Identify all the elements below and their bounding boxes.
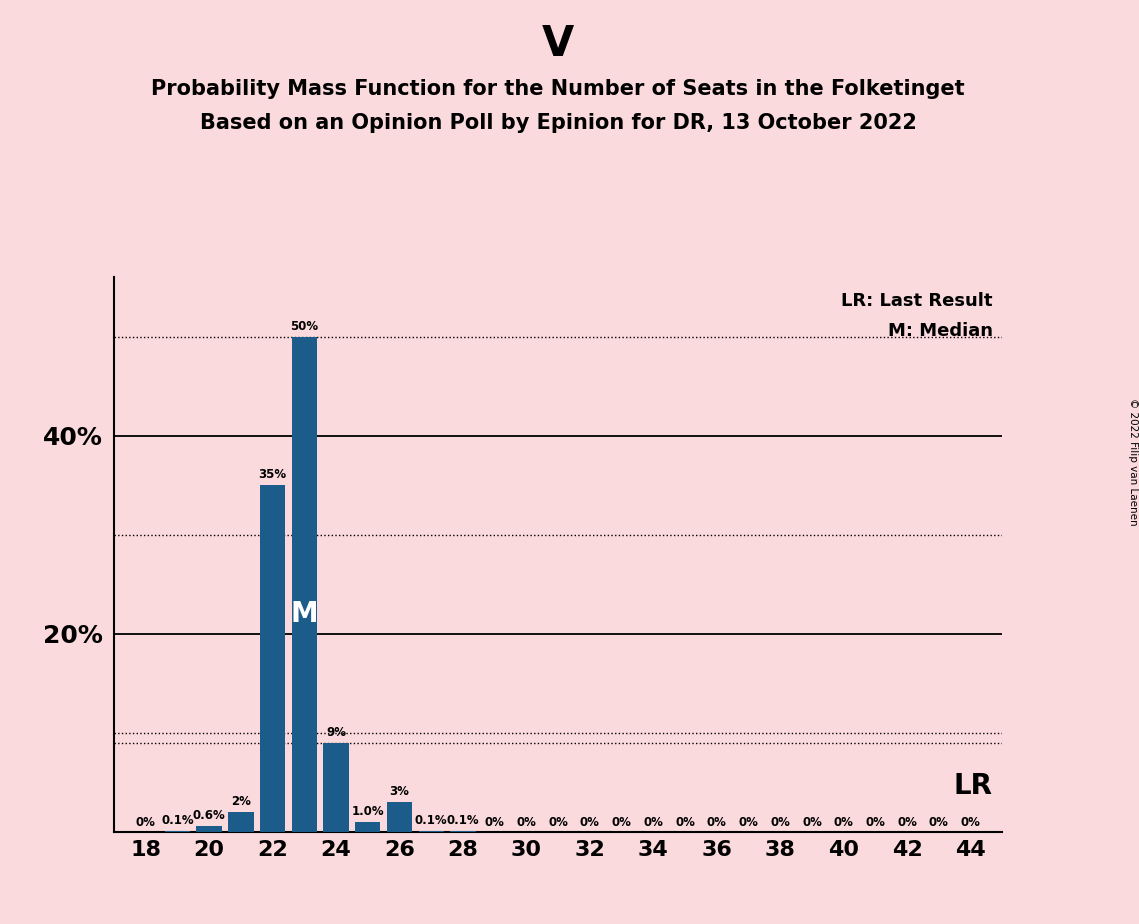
Text: 9%: 9% xyxy=(326,725,346,738)
Text: M: M xyxy=(290,600,318,627)
Text: 0%: 0% xyxy=(866,816,885,829)
Text: 0%: 0% xyxy=(675,816,695,829)
Text: 0%: 0% xyxy=(485,816,505,829)
Text: 0%: 0% xyxy=(834,816,853,829)
Text: 0.1%: 0.1% xyxy=(415,814,448,827)
Text: © 2022 Filip van Laenen: © 2022 Filip van Laenen xyxy=(1129,398,1138,526)
Text: 3%: 3% xyxy=(390,785,409,798)
Text: 0.1%: 0.1% xyxy=(446,814,480,827)
Text: 0%: 0% xyxy=(929,816,949,829)
Text: 0%: 0% xyxy=(738,816,759,829)
Text: 0%: 0% xyxy=(898,816,917,829)
Bar xyxy=(165,831,190,832)
Text: Based on an Opinion Poll by Epinion for DR, 13 October 2022: Based on an Opinion Poll by Epinion for … xyxy=(199,113,917,133)
Bar xyxy=(387,802,412,832)
Text: 2%: 2% xyxy=(231,795,251,808)
Text: 1.0%: 1.0% xyxy=(352,805,384,818)
Text: 0%: 0% xyxy=(707,816,727,829)
Text: 0%: 0% xyxy=(612,816,631,829)
Bar xyxy=(450,831,476,832)
Bar xyxy=(323,743,349,832)
Text: 0%: 0% xyxy=(644,816,663,829)
Text: 0%: 0% xyxy=(516,816,536,829)
Text: 0%: 0% xyxy=(770,816,790,829)
Text: 0%: 0% xyxy=(802,816,822,829)
Bar xyxy=(292,336,317,832)
Text: LR: LR xyxy=(953,772,993,800)
Text: Probability Mass Function for the Number of Seats in the Folketinget: Probability Mass Function for the Number… xyxy=(151,79,965,99)
Text: 0%: 0% xyxy=(960,816,981,829)
Bar xyxy=(418,831,444,832)
Text: 0%: 0% xyxy=(136,816,156,829)
Bar xyxy=(228,812,254,832)
Text: 0.6%: 0.6% xyxy=(192,808,226,821)
Bar xyxy=(196,826,222,832)
Text: M: Median: M: Median xyxy=(887,322,993,340)
Text: V: V xyxy=(542,23,574,65)
Text: LR: Last Result: LR: Last Result xyxy=(842,292,993,310)
Text: 50%: 50% xyxy=(290,320,318,333)
Text: 0%: 0% xyxy=(548,816,568,829)
Bar xyxy=(355,821,380,832)
Text: 0%: 0% xyxy=(580,816,600,829)
Text: 35%: 35% xyxy=(259,468,287,481)
Bar xyxy=(260,485,285,832)
Text: 0.1%: 0.1% xyxy=(161,814,194,827)
